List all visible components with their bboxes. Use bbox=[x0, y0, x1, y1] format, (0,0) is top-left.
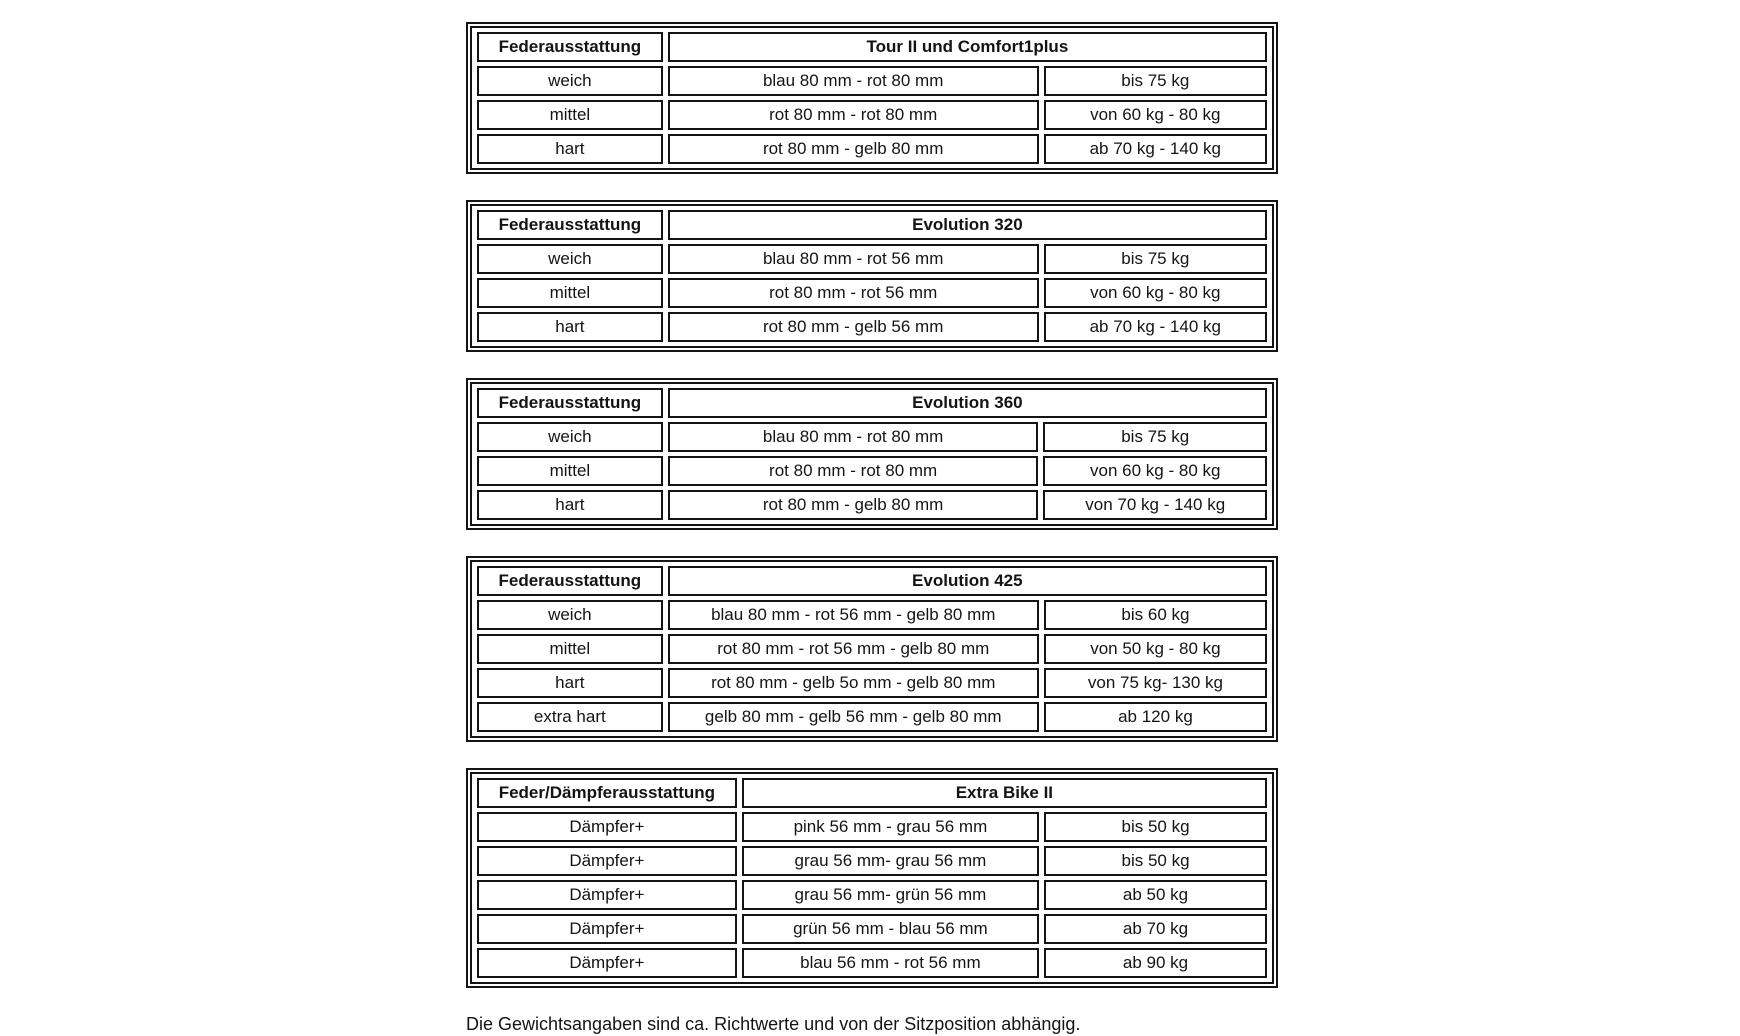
table-col1-header: Feder/Dämpferausstattung bbox=[477, 778, 737, 808]
table-row: hart rot 80 mm - gelb 56 mm ab 70 kg - 140… bbox=[477, 312, 1267, 342]
spring-combination-cell: rot 80 mm - gelb 5o mm - gelb 80 mm bbox=[667, 668, 1039, 698]
weight-range-cell: bis 50 kg bbox=[1044, 812, 1267, 842]
spring-combination-cell: pink 56 mm - grau 56 mm bbox=[741, 812, 1040, 842]
table-col1-header: Federausstattung bbox=[477, 32, 663, 62]
spring-combination-cell: rot 80 mm - gelb 56 mm bbox=[667, 312, 1039, 342]
suspension-level-cell: mittel bbox=[477, 634, 663, 664]
table-row: weich blau 80 mm - rot 80 mm bis 75 kg bbox=[477, 422, 1267, 452]
spring-combination-cell: rot 80 mm - gelb 80 mm bbox=[667, 134, 1039, 164]
table-col1-header: Federausstattung bbox=[477, 566, 663, 596]
spring-combination-cell: blau 56 mm - rot 56 mm bbox=[741, 948, 1040, 978]
suspension-level-cell: hart bbox=[477, 312, 663, 342]
suspension-level-cell: hart bbox=[477, 668, 663, 698]
weight-range-cell: ab 120 kg bbox=[1043, 702, 1267, 732]
weight-range-cell: bis 50 kg bbox=[1044, 846, 1267, 876]
weight-range-cell: ab 90 kg bbox=[1044, 948, 1267, 978]
spring-combination-cell: blau 80 mm - rot 56 mm bbox=[667, 244, 1039, 274]
table-row: Dämpfer+ grau 56 mm- grün 56 mm ab 50 kg bbox=[477, 880, 1267, 910]
table-row: weich blau 80 mm - rot 80 mm bis 75 kg bbox=[477, 66, 1267, 96]
suspension-level-cell: hart bbox=[477, 134, 663, 164]
table-tour-ii-und-comfort1plus: Federausstattung Tour II und Comfort1plus… bbox=[466, 22, 1278, 174]
suspension-level-cell: Dämpfer+ bbox=[477, 948, 737, 978]
spring-combination-cell: rot 80 mm - rot 80 mm bbox=[667, 456, 1039, 486]
table-col1-header: Federausstattung bbox=[477, 388, 663, 418]
table-row: weich blau 80 mm - rot 56 mm bis 75 kg bbox=[477, 244, 1267, 274]
table-row: hart rot 80 mm - gelb 5o mm - gelb 80 mm v… bbox=[477, 668, 1267, 698]
table-header-row: Federausstattung Evolution 320 bbox=[477, 210, 1267, 240]
spring-combination-cell: blau 80 mm - rot 56 mm - gelb 80 mm bbox=[667, 600, 1039, 630]
spring-combination-cell: grün 56 mm - blau 56 mm bbox=[741, 914, 1040, 944]
suspension-level-cell: weich bbox=[477, 600, 663, 630]
weight-range-cell: ab 50 kg bbox=[1044, 880, 1267, 910]
weight-range-cell: ab 70 kg bbox=[1044, 914, 1267, 944]
document-body: Federausstattung Tour II und Comfort1plus… bbox=[466, 22, 1278, 1036]
spring-combination-cell: rot 80 mm - rot 56 mm bbox=[667, 278, 1039, 308]
suspension-level-cell: weich bbox=[477, 66, 663, 96]
table-row: mittel rot 80 mm - rot 56 mm - gelb 80 mm… bbox=[477, 634, 1267, 664]
weight-range-cell: bis 75 kg bbox=[1043, 422, 1267, 452]
spring-combination-cell: gelb 80 mm - gelb 56 mm - gelb 80 mm bbox=[667, 702, 1039, 732]
table-row: mittel rot 80 mm - rot 80 mm von 60 kg - 8… bbox=[477, 456, 1267, 486]
weight-range-cell: von 60 kg - 80 kg bbox=[1043, 456, 1267, 486]
suspension-level-cell: weich bbox=[477, 244, 663, 274]
weight-range-cell: bis 75 kg bbox=[1043, 66, 1267, 96]
page: { "document": { "footer_note": "Die Gewi… bbox=[466, 22, 1278, 1034]
suspension-level-cell: Dämpfer+ bbox=[477, 846, 737, 876]
table-evolution-320: Federausstattung Evolution 320 weich blau 8… bbox=[466, 200, 1278, 352]
spring-combination-cell: rot 80 mm - rot 56 mm - gelb 80 mm bbox=[667, 634, 1039, 664]
table-title: Evolution 320 bbox=[667, 210, 1267, 240]
table-title: Evolution 360 bbox=[667, 388, 1267, 418]
spring-combination-cell: grau 56 mm- grün 56 mm bbox=[741, 880, 1040, 910]
table-header-row: Federausstattung Evolution 360 bbox=[477, 388, 1267, 418]
suspension-level-cell: Dämpfer+ bbox=[477, 880, 737, 910]
suspension-level-cell: extra hart bbox=[477, 702, 663, 732]
weight-range-cell: bis 60 kg bbox=[1043, 600, 1267, 630]
spring-combination-cell: rot 80 mm - rot 80 mm bbox=[667, 100, 1039, 130]
table-evolution-360: Federausstattung Evolution 360 weich blau 8… bbox=[466, 378, 1278, 530]
suspension-level-cell: mittel bbox=[477, 278, 663, 308]
suspension-level-cell: hart bbox=[477, 490, 663, 520]
suspension-level-cell: mittel bbox=[477, 456, 663, 486]
table-row: Dämpfer+ pink 56 mm - grau 56 mm bis 50 kg bbox=[477, 812, 1267, 842]
spring-combination-cell: grau 56 mm- grau 56 mm bbox=[741, 846, 1040, 876]
table-row: hart rot 80 mm - gelb 80 mm ab 70 kg - 140… bbox=[477, 134, 1267, 164]
weight-range-cell: ab 70 kg - 140 kg bbox=[1043, 134, 1267, 164]
table-row: mittel rot 80 mm - rot 80 mm von 60 kg - 8… bbox=[477, 100, 1267, 130]
footer-note: Die Gewichtsangaben sind ca. Richtwerte … bbox=[466, 1014, 1081, 1034]
table-header-row: Feder/Dämpferausstattung Extra Bike II bbox=[477, 778, 1267, 808]
tables-container: Federausstattung Tour II und Comfort1plus… bbox=[466, 22, 1278, 988]
table-evolution-425: Federausstattung Evolution 425 weich blau 8… bbox=[466, 556, 1278, 742]
table-header-row: Federausstattung Tour II und Comfort1plus bbox=[477, 32, 1267, 62]
spring-combination-cell: blau 80 mm - rot 80 mm bbox=[667, 422, 1039, 452]
table-row: extra hart gelb 80 mm - gelb 56 mm - gelb… bbox=[477, 702, 1267, 732]
table-title: Evolution 425 bbox=[667, 566, 1267, 596]
weight-range-cell: von 70 kg - 140 kg bbox=[1043, 490, 1267, 520]
table-row: Dämpfer+ grün 56 mm - blau 56 mm ab 70 kg bbox=[477, 914, 1267, 944]
table-row: weich blau 80 mm - rot 56 mm - gelb 80 mm… bbox=[477, 600, 1267, 630]
weight-range-cell: von 75 kg- 130 kg bbox=[1043, 668, 1267, 698]
table-row: hart rot 80 mm - gelb 80 mm von 70 kg - 14… bbox=[477, 490, 1267, 520]
table-row: mittel rot 80 mm - rot 56 mm von 60 kg - 8… bbox=[477, 278, 1267, 308]
suspension-level-cell: Dämpfer+ bbox=[477, 914, 737, 944]
suspension-level-cell: weich bbox=[477, 422, 663, 452]
weight-range-cell: bis 75 kg bbox=[1043, 244, 1267, 274]
suspension-level-cell: mittel bbox=[477, 100, 663, 130]
table-extra-bike-ii: Feder/Dämpferausstattung Extra Bike II Däm… bbox=[466, 768, 1278, 988]
spring-combination-cell: blau 80 mm - rot 80 mm bbox=[667, 66, 1039, 96]
weight-range-cell: von 50 kg - 80 kg bbox=[1043, 634, 1267, 664]
weight-range-cell: von 60 kg - 80 kg bbox=[1043, 100, 1267, 130]
table-col1-header: Federausstattung bbox=[477, 210, 663, 240]
spring-combination-cell: rot 80 mm - gelb 80 mm bbox=[667, 490, 1039, 520]
weight-range-cell: ab 70 kg - 140 kg bbox=[1043, 312, 1267, 342]
table-title: Tour II und Comfort1plus bbox=[667, 32, 1267, 62]
table-row: Dämpfer+ grau 56 mm- grau 56 mm bis 50 kg bbox=[477, 846, 1267, 876]
suspension-level-cell: Dämpfer+ bbox=[477, 812, 737, 842]
table-title: Extra Bike II bbox=[741, 778, 1267, 808]
weight-range-cell: von 60 kg - 80 kg bbox=[1043, 278, 1267, 308]
table-row: Dämpfer+ blau 56 mm - rot 56 mm ab 90 kg bbox=[477, 948, 1267, 978]
table-header-row: Federausstattung Evolution 425 bbox=[477, 566, 1267, 596]
